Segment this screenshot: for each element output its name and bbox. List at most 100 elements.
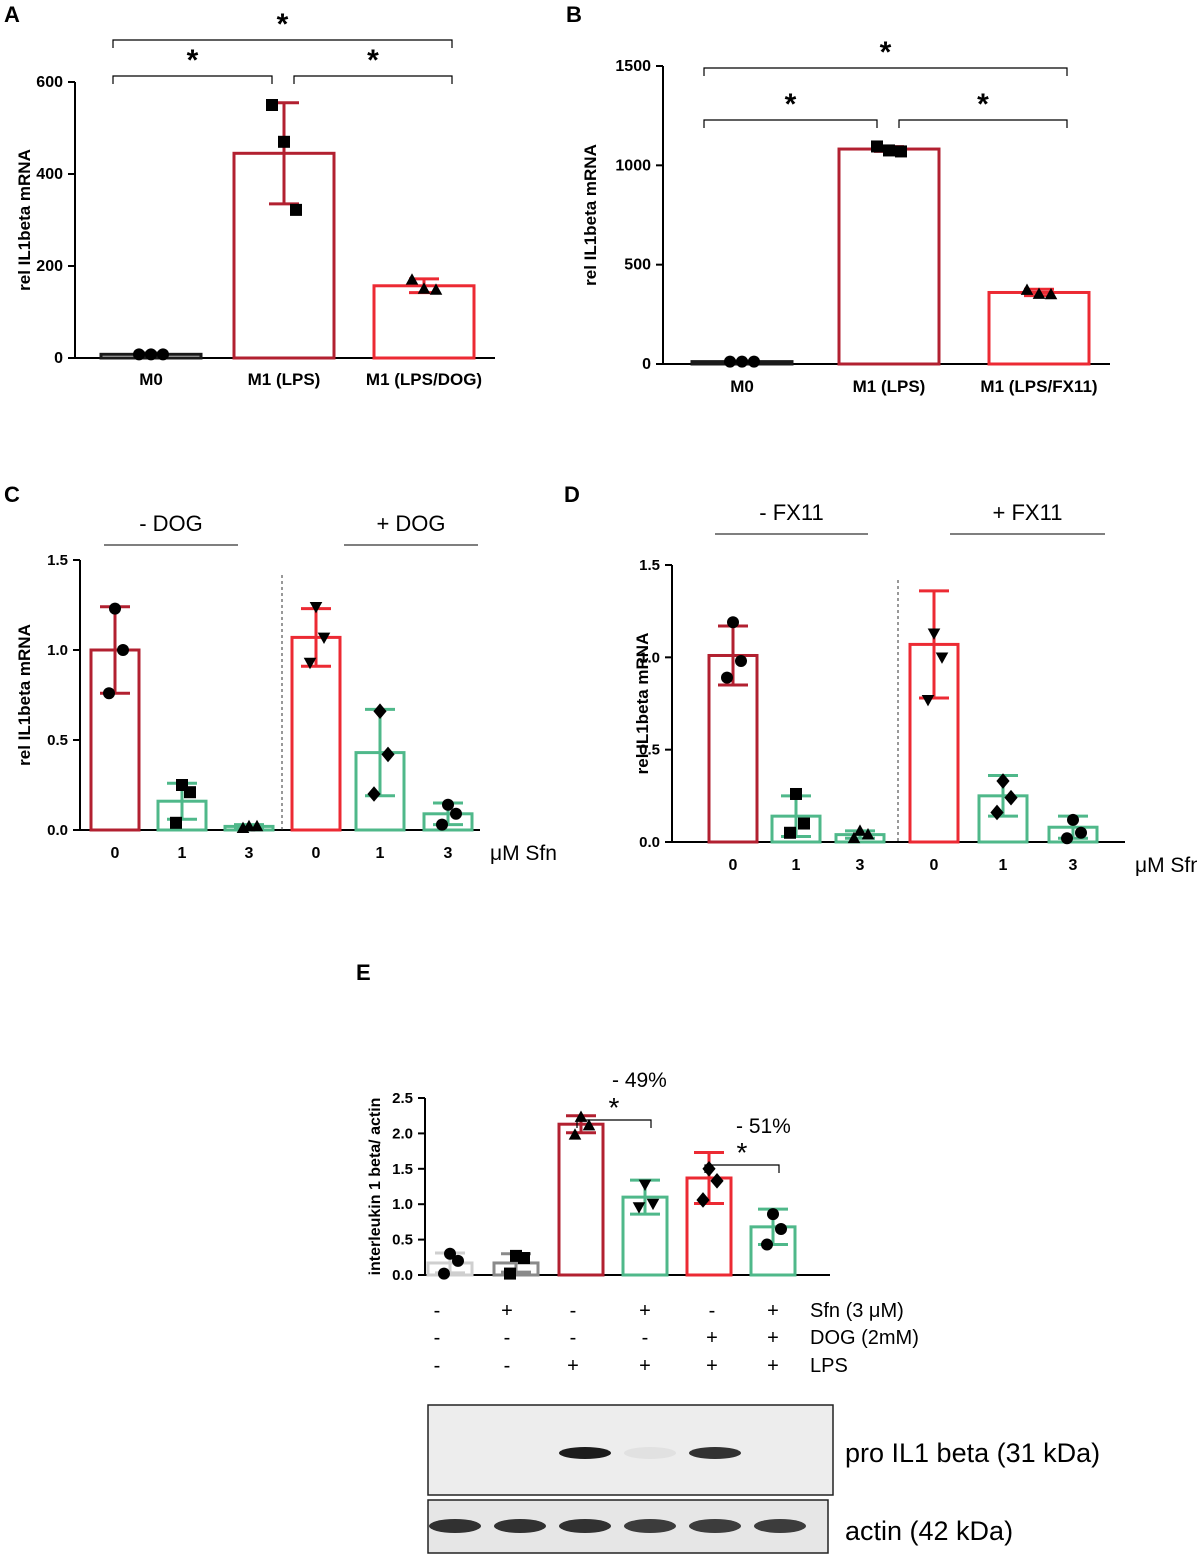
condition-sign: + [639, 1300, 651, 1322]
condition-sign: - [570, 1300, 577, 1322]
blot-band [494, 1519, 546, 1533]
data-point [798, 817, 810, 830]
data-point [266, 99, 278, 111]
y-tick-label: 400 [36, 166, 63, 183]
data-point [724, 355, 736, 368]
panel-B: B 0 500 1000 1500 rel IL1beta mRNA M0 M1 (LPS) M… [566, 2, 1110, 396]
blot-band [689, 1447, 741, 1459]
data-point [109, 602, 121, 615]
data-point [518, 1252, 530, 1265]
significance-bracket [703, 119, 878, 128]
x-tick-label: 3 [856, 857, 865, 874]
data-point [996, 773, 1010, 789]
data-point [236, 821, 250, 833]
y-axis-title: rel IL1beta mRNA [633, 633, 652, 775]
data-point [883, 144, 895, 157]
data-point [429, 283, 443, 295]
y-axis-title: rel IL1beta mRNA [15, 149, 34, 291]
panel-E-extras: **- 49%- 51%- + - + - + Sfn (3 μM)- - - - + + DOG (2… [427, 1069, 1100, 1554]
panel-D: D 0.0 0.5 1.0 1.5 rel IL1beta mRNA 0 1 3 0 1 3 μM Sf… [564, 482, 1197, 877]
group-label: - FX11 [759, 500, 823, 525]
x-unit-label: μM Sfn [1135, 854, 1197, 877]
blot-label: pro IL1 beta (31 kDa) [845, 1438, 1100, 1468]
y-tick-label: 1.5 [392, 1161, 413, 1178]
panel-label: C [4, 482, 20, 507]
data-point [735, 655, 747, 668]
condition-sign: - [434, 1355, 441, 1377]
x-tick-label: 0 [930, 857, 939, 874]
condition-sign: + [706, 1355, 718, 1377]
x-tick-label: 3 [245, 845, 254, 862]
data-point [721, 671, 733, 684]
y-axis-title: interleukin 1 beta/ actin [367, 1098, 384, 1276]
x-tick-label: 1 [376, 845, 385, 862]
bar [557, 1122, 605, 1277]
data-point [133, 348, 145, 361]
y-tick-label: 1500 [615, 58, 651, 75]
data-point [504, 1267, 516, 1280]
data-point [1004, 789, 1018, 806]
blot-band [559, 1519, 611, 1533]
data-point [1067, 813, 1079, 826]
y-tick-label: 500 [624, 257, 651, 274]
blot-band [624, 1447, 676, 1459]
significance-bracket [898, 119, 1068, 128]
blot-label: actin (42 kDa) [845, 1516, 1013, 1546]
y-tick-label: 1.0 [392, 1196, 413, 1213]
data-point [935, 652, 949, 664]
x-tick-label: 1 [792, 857, 801, 874]
data-point [574, 1110, 588, 1122]
blot-band [559, 1447, 611, 1459]
data-point [170, 816, 182, 829]
y-tick-label: 1.5 [639, 557, 660, 574]
group-label: - DOG [139, 511, 203, 536]
condition-sign: - [434, 1300, 441, 1322]
data-point [157, 348, 169, 361]
condition-label: Sfn (3 μM) [810, 1300, 904, 1322]
data-point [790, 787, 802, 800]
data-point [290, 203, 302, 216]
bar [837, 147, 941, 366]
data-point [417, 282, 431, 294]
panel-label: D [564, 482, 580, 507]
x-tick-label: M0 [139, 370, 163, 389]
group-label: + DOG [376, 511, 445, 536]
data-point [568, 1128, 582, 1140]
y-tick-label: 0.0 [392, 1267, 413, 1284]
significance-star: * [737, 1137, 748, 1168]
y-tick-label: 1.0 [47, 642, 68, 659]
data-point [442, 798, 454, 811]
x-tick-label: 0 [111, 845, 120, 862]
data-point [646, 1198, 660, 1211]
y-tick-label: 1000 [615, 157, 651, 174]
data-point [775, 1222, 787, 1235]
panel-label: B [566, 2, 582, 27]
data-point [309, 602, 323, 614]
data-point [184, 786, 196, 799]
data-point [895, 145, 907, 158]
data-point [381, 746, 395, 763]
y-tick-label: 200 [36, 258, 63, 275]
data-point [1061, 832, 1073, 845]
significance-star: * [187, 44, 199, 77]
x-unit-label: μM Sfn [490, 842, 557, 865]
significance-bracket [112, 39, 453, 48]
data-point [582, 1119, 596, 1131]
bar [987, 290, 1091, 366]
data-point [702, 1161, 716, 1177]
panel-C: C 0.0 0.5 1.0 1.5 rel IL1beta mRNA 0 1 3 0 1 3 μM Sf… [4, 482, 557, 865]
data-point [117, 644, 129, 656]
data-point [847, 831, 861, 844]
x-tick-label: 0 [312, 845, 321, 862]
significance-star: * [609, 1092, 620, 1123]
y-tick-label: 0 [642, 356, 651, 373]
data-point [921, 695, 935, 707]
significance-bracket [293, 75, 453, 84]
condition-sign: + [706, 1327, 718, 1349]
data-point [736, 355, 748, 368]
blot-band [689, 1519, 741, 1533]
data-point [710, 1173, 724, 1189]
data-point [373, 703, 387, 719]
x-tick-label: 1 [999, 857, 1008, 874]
x-tick-label: 3 [444, 845, 453, 862]
